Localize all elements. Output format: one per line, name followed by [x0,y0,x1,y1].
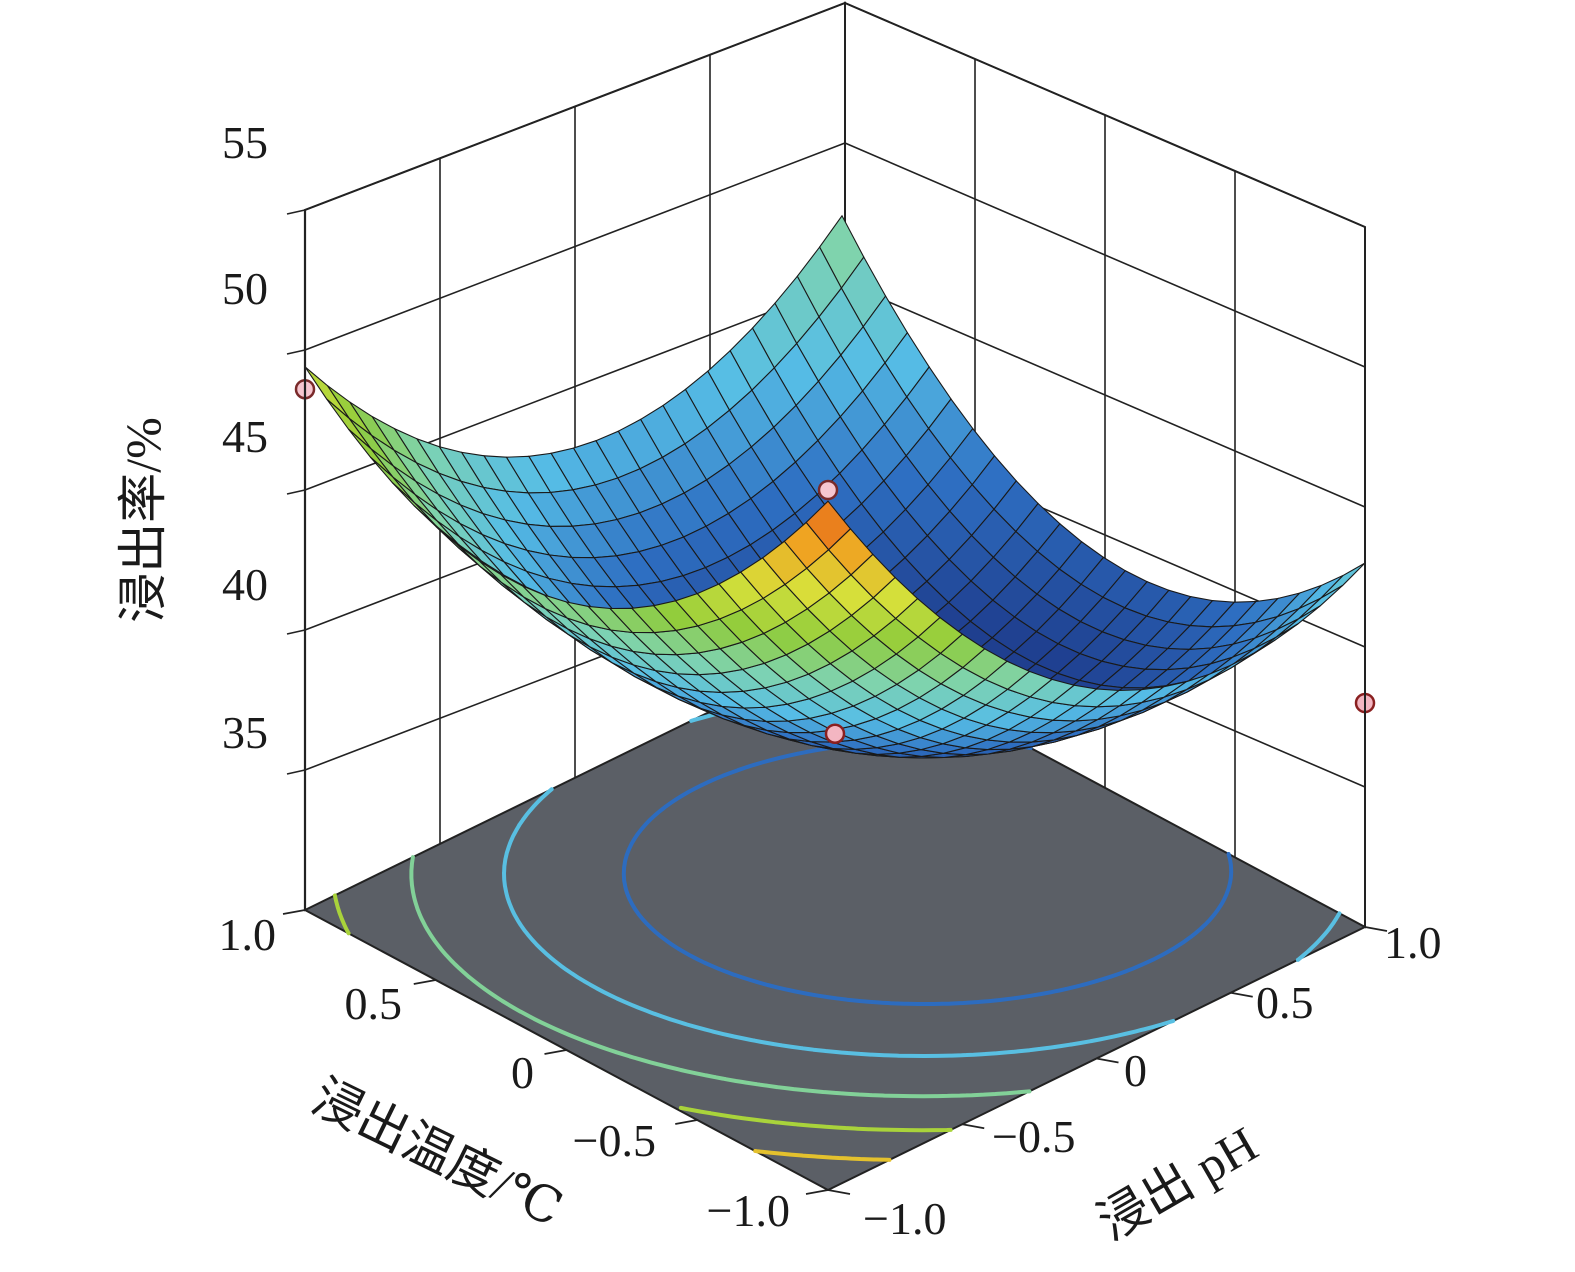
response-surface [304,214,1366,759]
y-tick-label: −1.0 [863,1193,946,1244]
z-tick-label: 45 [222,411,268,462]
axes [282,210,1388,1195]
z-tick-label: 35 [222,707,268,758]
y-tick-mark [1364,926,1388,932]
x-tick-mark [544,1049,567,1055]
y-tick-mark [1096,1057,1119,1064]
design-point [817,479,839,501]
x-tick-mark [805,1189,829,1195]
z-axis-title: 浸出率/% [115,417,171,623]
z-tick-label: 55 [222,117,268,168]
z-tick-label: 40 [222,559,268,610]
z-gridline [304,2,1366,228]
y-tick-label: −0.5 [992,1111,1075,1162]
contour-line [332,893,953,1133]
y-tick-label: 0.5 [1256,977,1314,1028]
y-tick-mark [1230,991,1253,998]
x-tick-label: 1.0 [219,909,277,960]
x-tick-label: 0 [511,1047,534,1098]
z-tick-mark [286,489,306,495]
contour-line [753,1149,892,1162]
design-point [824,723,846,744]
z-tick-mark [286,629,306,635]
z-tick-label: 50 [222,263,268,314]
x-tick-mark [675,1119,698,1125]
contour-line [409,649,1032,1099]
x-tick-label: −1.0 [707,1185,790,1236]
y-axis-title: 浸出 pH [1088,1116,1266,1251]
x-tick-mark [282,909,306,915]
surface-cell [805,500,852,551]
x-tick-mark [413,979,436,985]
z-gridline [304,142,1366,368]
z-tick-mark [286,209,306,215]
x-tick-label: 0.5 [345,978,403,1029]
y-tick-label: 0 [1124,1045,1147,1096]
z-tick-mark [286,769,306,775]
y-tick-mark [962,1123,985,1130]
x-tick-label: −0.5 [573,1115,656,1166]
z-tick-mark [286,349,306,355]
y-tick-label: 1.0 [1384,917,1442,968]
y-tick-mark [827,1189,851,1195]
